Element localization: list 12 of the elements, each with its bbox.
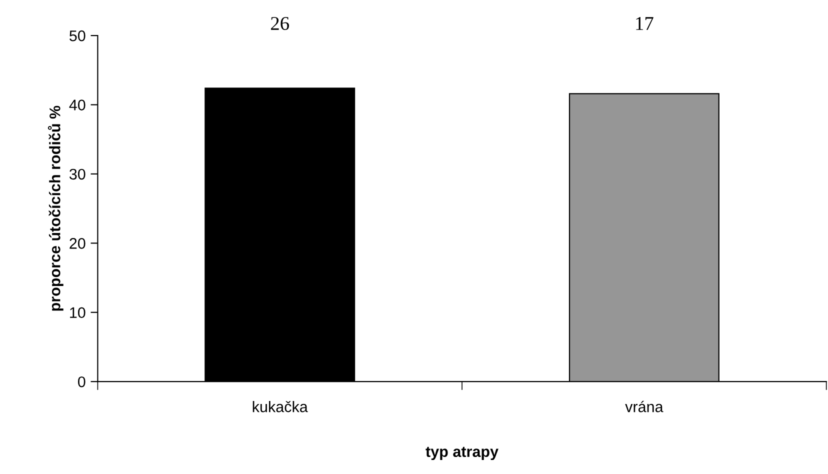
x-tick-label: vrána xyxy=(625,400,664,412)
text: 26 xyxy=(270,16,290,30)
y-tick-label: 10 xyxy=(70,307,86,318)
x-tick-label: kukačka xyxy=(252,400,308,412)
text: 17 xyxy=(636,17,654,30)
x-axis-title: typ atrapy xyxy=(426,446,498,460)
y-tick-label: 30 xyxy=(69,168,86,180)
y-tick-label: 50 xyxy=(70,30,86,42)
y-tick-label: 40 xyxy=(69,100,86,110)
y-tick-label: 20 xyxy=(70,238,86,249)
y-tick-label: 0 xyxy=(78,376,86,388)
y-axis-title: proporce útočících rodičů % xyxy=(48,106,64,311)
